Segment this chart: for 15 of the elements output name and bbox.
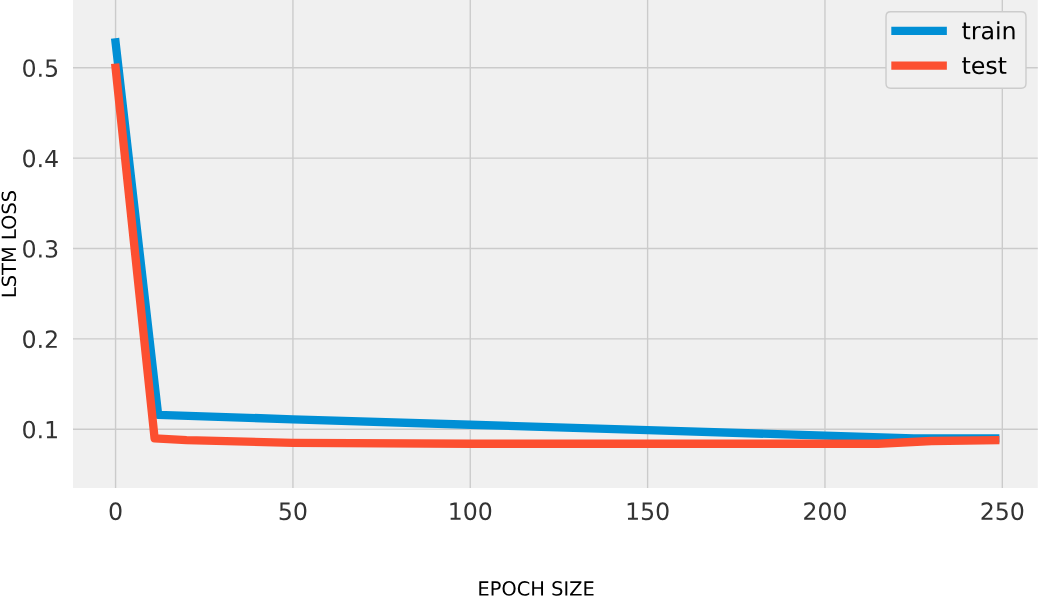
y-axis-title: LSTM LOSS xyxy=(1,191,17,297)
y-tick-label: 0.5 xyxy=(23,59,58,78)
y-tick-label: 0.1 xyxy=(23,420,57,439)
x-tick-label: 50 xyxy=(279,502,307,521)
y-tick-label: 0.4 xyxy=(23,149,58,168)
y-tick-label: 0.3 xyxy=(23,239,58,258)
legend-label: train xyxy=(962,21,1015,40)
y-tick-label: 0.2 xyxy=(23,330,57,349)
legend-label: test xyxy=(962,57,1007,75)
x-axis-title: EPOCH SIZE xyxy=(479,581,594,596)
x-tick-label: 250 xyxy=(981,502,1024,521)
x-tick-label: 150 xyxy=(627,502,669,521)
x-tick-label: 100 xyxy=(450,502,492,521)
x-tick-label: 0 xyxy=(109,502,122,521)
x-tick-label: 200 xyxy=(804,502,846,521)
